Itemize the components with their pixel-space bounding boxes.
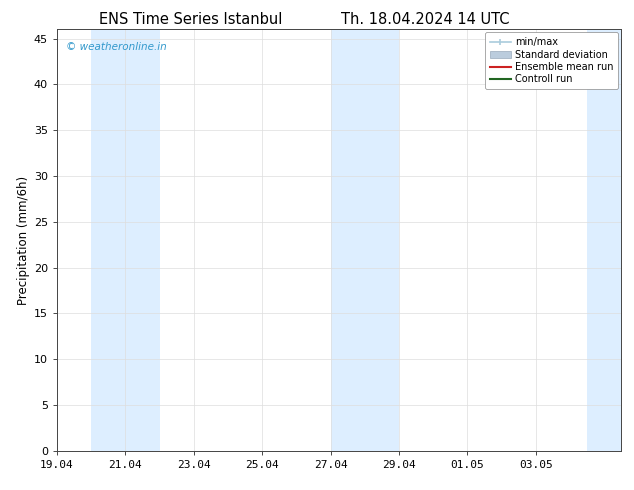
Bar [587, 29, 621, 451]
Text: ENS Time Series Istanbul: ENS Time Series Istanbul [98, 12, 282, 27]
Text: Th. 18.04.2024 14 UTC: Th. 18.04.2024 14 UTC [340, 12, 509, 27]
Text: © weatheronline.in: © weatheronline.in [65, 42, 166, 52]
Bar [331, 29, 399, 451]
Bar [91, 29, 160, 451]
Legend: min/max, Standard deviation, Ensemble mean run, Controll run: min/max, Standard deviation, Ensemble me… [485, 32, 618, 89]
Y-axis label: Precipitation (mm/6h): Precipitation (mm/6h) [16, 175, 30, 305]
